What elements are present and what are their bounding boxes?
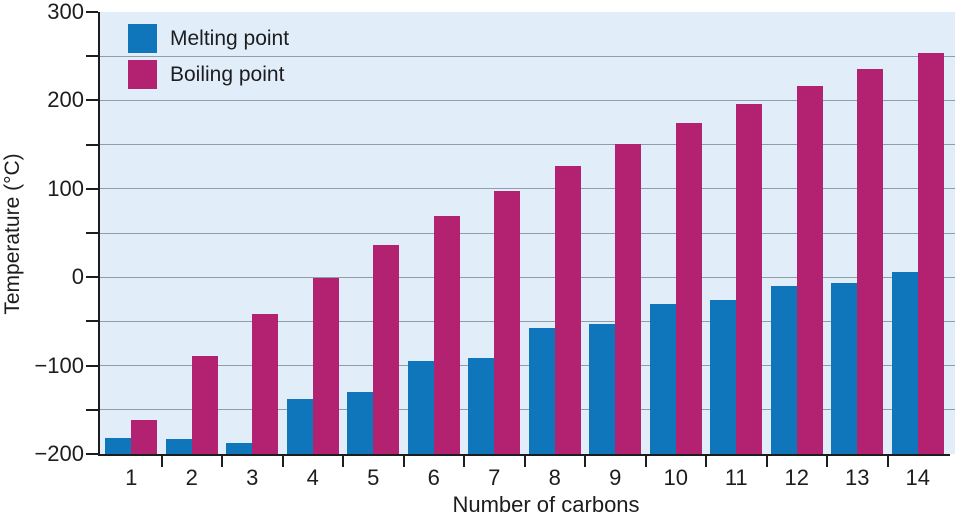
bar-boiling-c14	[917, 52, 944, 454]
x-tick-label-4: 4	[306, 465, 319, 490]
x-tick-mark-6	[463, 456, 465, 467]
y-tick-mark--150	[86, 408, 98, 411]
x-tick-mark-3	[281, 456, 284, 467]
x-tick-label-1: 1	[125, 465, 138, 490]
x-tick-label-6: 6	[427, 465, 440, 490]
gridline--100	[100, 365, 955, 367]
x-tick-label-7: 7	[488, 465, 501, 490]
y-axis-line	[98, 12, 100, 456]
bar-boiling-c6	[433, 216, 460, 454]
x-tick-mark-5	[402, 456, 405, 467]
x-tick-mark-7	[523, 456, 526, 467]
gridline-200	[100, 99, 955, 101]
y-tick-mark-50	[86, 232, 98, 234]
gridline--150	[100, 409, 955, 411]
bar-melting-c3	[226, 443, 253, 454]
x-tick-label-5: 5	[367, 465, 380, 490]
bar-melting-c5	[347, 392, 374, 454]
bar-boiling-c1	[131, 420, 158, 454]
bar-melting-c2	[165, 438, 192, 454]
bar-boiling-c13	[857, 69, 884, 454]
gridline-100	[100, 188, 955, 190]
x-tick-mark-8	[584, 456, 586, 467]
bar-boiling-c12	[796, 86, 823, 454]
bar-melting-c10	[649, 303, 676, 454]
bar-melting-c13	[831, 282, 858, 454]
x-tick-label-12: 12	[784, 465, 809, 490]
x-tick-label-11: 11	[724, 465, 748, 490]
x-tick-mark-12	[826, 456, 828, 467]
gridline--50	[100, 320, 955, 322]
bar-melting-c7	[468, 357, 495, 454]
y-tick-label-300: 300	[47, 0, 84, 24]
y-tick-label-0: 0	[71, 264, 84, 290]
bar-boiling-c5	[373, 245, 400, 454]
gridline-50	[100, 232, 955, 234]
bar-melting-c4	[286, 399, 313, 454]
bar-boiling-c2	[191, 355, 218, 454]
x-tick-mark-4	[342, 456, 344, 467]
y-tick-mark-0	[86, 276, 98, 279]
bar-boiling-c7	[494, 190, 521, 454]
y-tick-mark-200	[86, 99, 98, 102]
bar-boiling-c4	[312, 278, 339, 454]
x-tick-mark-2	[221, 456, 223, 467]
y-tick-label-100: 100	[47, 175, 84, 201]
gridline-250	[100, 55, 955, 57]
x-tick-label-10: 10	[663, 465, 688, 490]
x-axis-line	[98, 454, 950, 456]
x-tick-mark-9	[644, 456, 647, 467]
x-tick-mark-11	[765, 456, 768, 467]
x-tick-mark-13	[886, 456, 889, 467]
bar-boiling-c9	[615, 143, 642, 454]
x-tick-label-8: 8	[548, 465, 561, 490]
bar-boiling-c3	[252, 314, 279, 454]
bar-melting-c1	[105, 438, 132, 454]
y-tick-mark-100	[86, 187, 98, 190]
bar-boiling-c8	[554, 165, 581, 454]
x-tick-label-3: 3	[246, 465, 259, 490]
bar-melting-c14	[891, 271, 918, 454]
x-tick-label-14: 14	[905, 465, 930, 490]
y-tick-mark-300	[86, 11, 98, 13]
bar-melting-c11	[710, 300, 737, 454]
y-tick-mark-150	[86, 143, 98, 146]
x-tick-label-2: 2	[185, 465, 198, 490]
bar-melting-c9	[589, 324, 616, 454]
bar-melting-c8	[528, 327, 555, 454]
bar-boiling-c10	[675, 123, 702, 454]
legend-label-boiling-point: Boiling point	[170, 63, 285, 86]
legend-swatch-melting-point	[128, 24, 157, 53]
y-tick-label-200: 200	[47, 87, 84, 113]
x-tick-mark-10	[705, 456, 707, 467]
legend-label-melting-point: Melting point	[170, 27, 290, 50]
y-tick-label--200: −200	[34, 441, 84, 466]
gridline-150	[100, 144, 955, 146]
y-tick-mark--200	[86, 453, 98, 455]
legend-swatch-boiling-point	[128, 60, 157, 89]
bar-boiling-c11	[736, 103, 763, 454]
y-tick-mark--50	[86, 320, 98, 323]
y-tick-label--100: −100	[34, 352, 84, 378]
bar-melting-c6	[407, 361, 434, 454]
gridline-0	[100, 276, 955, 278]
x-tick-mark-1	[160, 456, 163, 467]
x-axis-title: Number of carbons	[452, 492, 640, 517]
y-axis-title: Temperature (°C)	[1, 153, 24, 315]
y-tick-mark--100	[86, 364, 98, 367]
bar-melting-c12	[770, 286, 797, 454]
x-tick-label-13: 13	[845, 465, 870, 490]
y-tick-mark-250	[86, 55, 98, 58]
x-tick-label-9: 9	[609, 465, 622, 490]
